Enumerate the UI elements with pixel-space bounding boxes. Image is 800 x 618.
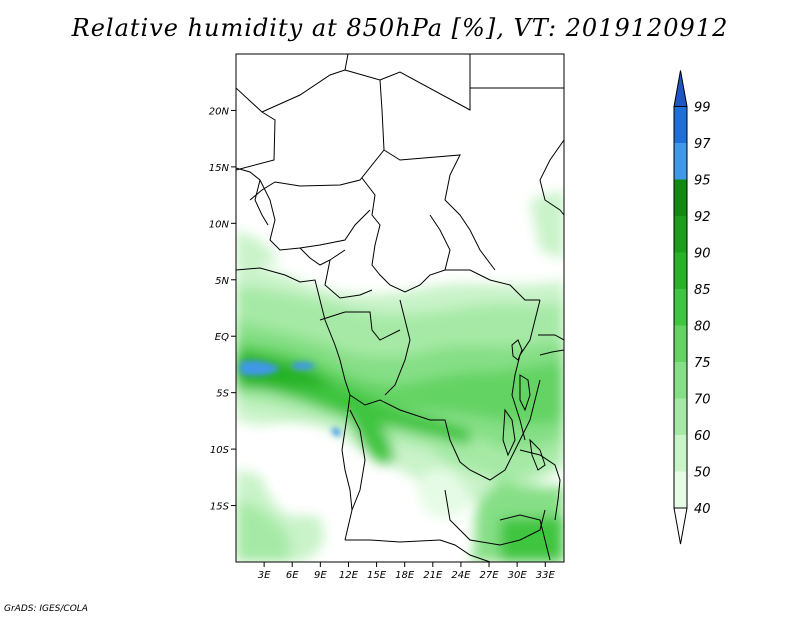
colorbar-label: 95	[694, 174, 711, 189]
colorbar-label: 60	[694, 429, 711, 444]
colorbar-blocks	[673, 70, 688, 545]
lon-tick-label: 18E	[395, 570, 415, 581]
colorbar-label: 80	[694, 320, 711, 335]
colorbar-block	[674, 435, 687, 472]
colorbar-outline	[673, 106, 688, 509]
colorbar-labels: 40 50 60 70 75 80 85 90 92 95 97 99	[694, 101, 711, 518]
lat-tick-label: 10S	[210, 445, 230, 456]
colorbar-block	[674, 143, 687, 180]
longitude-axis: 3E 6E 9E 12E 15E 18E 21E 24E 27E 30E 33E	[258, 562, 556, 581]
lat-tick-label: 5N	[215, 276, 229, 287]
lon-tick-label: 9E	[314, 570, 327, 581]
lat-tick-label: 20N	[209, 106, 230, 117]
colorbar-label: 90	[694, 247, 711, 262]
colorbar-label: 99	[694, 101, 711, 116]
map-frame	[235, 53, 565, 563]
colorbar-block	[674, 106, 687, 143]
colorbar-block	[674, 362, 687, 399]
colorbar-block	[674, 398, 687, 435]
lon-tick-label: 30E	[508, 570, 528, 581]
colorbar-label: 97	[694, 137, 711, 152]
colorbar-block	[674, 325, 687, 362]
latitude-axis: 20N 15N 10N 5N EQ 5S 10S 15S	[209, 106, 236, 513]
colorbar-block	[674, 216, 687, 253]
lat-tick-label: 15N	[209, 163, 230, 174]
lat-tick-label: EQ	[215, 332, 229, 343]
lat-tick-label: 15S	[210, 502, 230, 513]
colorbar-label: 40	[694, 502, 711, 517]
colorbar-block	[674, 252, 687, 289]
lon-tick-label: 24E	[451, 570, 471, 581]
colorbar-block	[674, 289, 687, 326]
footer-credit: GrADS: IGES/COLA	[4, 604, 88, 614]
lon-tick-label: 12E	[339, 570, 359, 581]
colorbar-block	[674, 179, 687, 216]
lon-tick-label: 6E	[286, 570, 299, 581]
lon-tick-label: 27E	[480, 570, 500, 581]
colorbar-label: 85	[694, 283, 711, 298]
lat-tick-label: 5S	[216, 389, 229, 400]
lon-tick-label: 15E	[367, 570, 387, 581]
lon-tick-label: 33E	[536, 570, 556, 581]
colorbar-label: 50	[694, 466, 711, 481]
colorbar-label: 75	[694, 356, 711, 371]
colorbar-max-arrow	[673, 70, 688, 107]
country-borders	[236, 54, 564, 562]
colorbar-label: 92	[694, 210, 711, 225]
lat-tick-label: 10N	[209, 219, 230, 230]
page-title: Relative humidity at 850hPa [%], VT: 201…	[71, 14, 729, 42]
lon-tick-label: 3E	[258, 570, 271, 581]
colorbar-block	[674, 471, 687, 508]
colorbar-min-arrow	[673, 507, 688, 545]
colorbar-label: 70	[694, 393, 711, 408]
lon-tick-label: 21E	[423, 570, 443, 581]
